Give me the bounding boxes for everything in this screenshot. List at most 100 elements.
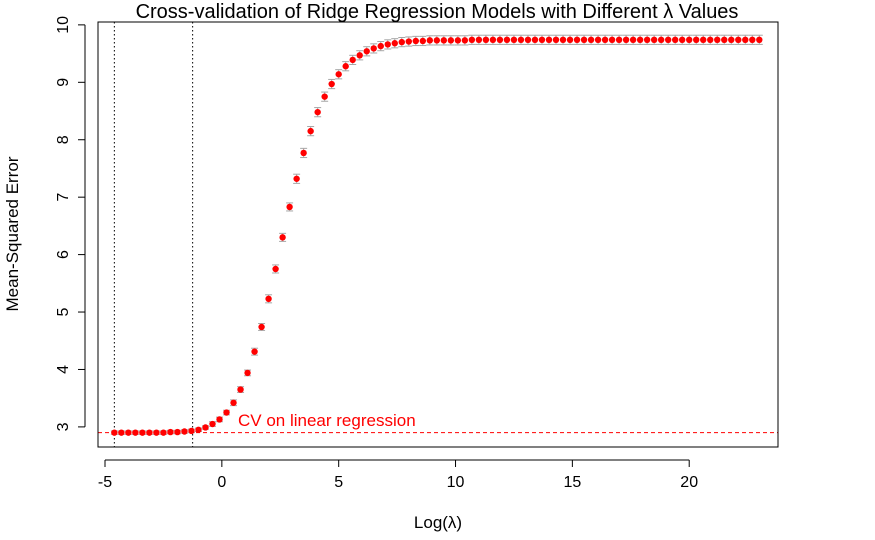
data-point-34	[349, 54, 357, 65]
data-point-22	[265, 294, 273, 304]
point-marker	[160, 429, 167, 436]
plot-area	[98, 22, 778, 447]
point-marker	[132, 429, 139, 436]
point-marker	[370, 45, 377, 52]
data-point-68	[587, 34, 595, 45]
data-point-45	[426, 35, 434, 46]
point-marker	[216, 416, 223, 423]
data-point-19	[244, 369, 252, 377]
point-marker	[328, 80, 335, 88]
point-marker	[601, 36, 609, 44]
data-point-27	[300, 147, 308, 159]
point-marker	[433, 37, 441, 44]
data-point-91	[748, 34, 756, 45]
data-point-58	[517, 34, 525, 45]
point-marker	[174, 428, 181, 436]
point-marker	[510, 36, 518, 44]
plot-frame	[97, 21, 779, 448]
point-marker	[363, 48, 370, 55]
point-marker	[566, 36, 574, 44]
data-point-1	[117, 429, 125, 436]
data-point-39	[384, 39, 392, 50]
data-point-52	[475, 34, 483, 45]
data-point-8	[166, 428, 174, 436]
data-point-4	[138, 429, 146, 436]
point-marker	[279, 234, 286, 241]
point-marker	[272, 265, 279, 273]
data-point-30	[321, 91, 329, 102]
data-point-12	[194, 426, 202, 433]
data-point-55	[496, 34, 504, 45]
data-point-67	[580, 34, 588, 45]
point-marker	[251, 348, 258, 355]
point-marker	[398, 38, 405, 46]
data-point-2	[124, 429, 132, 436]
data-point-47	[440, 35, 448, 46]
y-tick-label: 7	[55, 193, 72, 202]
point-marker	[391, 40, 398, 47]
y-axis-title: Mean-Squared Error	[3, 156, 22, 311]
point-marker	[749, 36, 756, 44]
point-marker	[643, 36, 651, 44]
point-marker	[321, 93, 328, 100]
point-marker	[195, 426, 202, 433]
point-marker	[426, 37, 434, 44]
point-marker	[756, 36, 763, 44]
data-point-85	[706, 34, 714, 45]
data-point-79	[664, 34, 672, 45]
data-point-51	[468, 34, 476, 45]
point-marker	[412, 37, 420, 45]
point-marker	[237, 386, 244, 393]
point-marker	[475, 36, 483, 44]
data-point-66	[573, 34, 581, 45]
point-marker	[188, 427, 195, 435]
point-marker	[384, 41, 391, 48]
point-marker	[636, 36, 644, 44]
data-point-10	[180, 428, 188, 435]
x-tick-label: 10	[447, 474, 465, 491]
point-marker	[742, 36, 749, 44]
point-marker	[356, 52, 363, 59]
point-marker	[125, 429, 132, 436]
point-marker	[686, 36, 693, 44]
data-point-44	[419, 35, 427, 47]
data-point-28	[307, 126, 315, 137]
point-marker	[671, 36, 679, 44]
point-marker	[223, 409, 230, 416]
point-marker	[657, 36, 665, 44]
point-marker	[461, 37, 469, 44]
point-marker	[594, 36, 602, 44]
data-point-73	[622, 34, 630, 45]
data-point-87	[720, 34, 728, 45]
data-point-92	[755, 34, 763, 45]
point-marker	[342, 63, 349, 70]
data-point-38	[377, 41, 385, 52]
data-point-75	[636, 34, 644, 45]
data-point-48	[447, 35, 455, 46]
point-marker	[468, 36, 476, 44]
point-marker	[552, 36, 560, 44]
data-point-69	[594, 34, 602, 45]
data-point-61	[538, 34, 546, 45]
data-point-32	[335, 69, 343, 80]
point-marker	[700, 36, 707, 44]
data-point-41	[398, 37, 406, 48]
data-point-15	[216, 416, 224, 423]
point-marker	[721, 36, 728, 44]
point-marker	[258, 323, 265, 331]
data-point-64	[559, 34, 567, 45]
point-marker	[538, 36, 546, 44]
data-point-80	[671, 34, 679, 45]
point-marker	[300, 149, 307, 157]
point-marker	[482, 36, 490, 44]
x-tick-label: 20	[680, 474, 698, 491]
point-marker	[496, 36, 504, 44]
data-point-71	[608, 34, 616, 45]
point-marker	[678, 36, 686, 44]
point-marker	[244, 369, 251, 377]
point-marker	[524, 36, 532, 44]
point-marker	[293, 175, 300, 182]
data-point-72	[615, 34, 623, 45]
reference-line-label: CV on linear regression	[238, 411, 416, 430]
point-marker	[377, 42, 384, 50]
